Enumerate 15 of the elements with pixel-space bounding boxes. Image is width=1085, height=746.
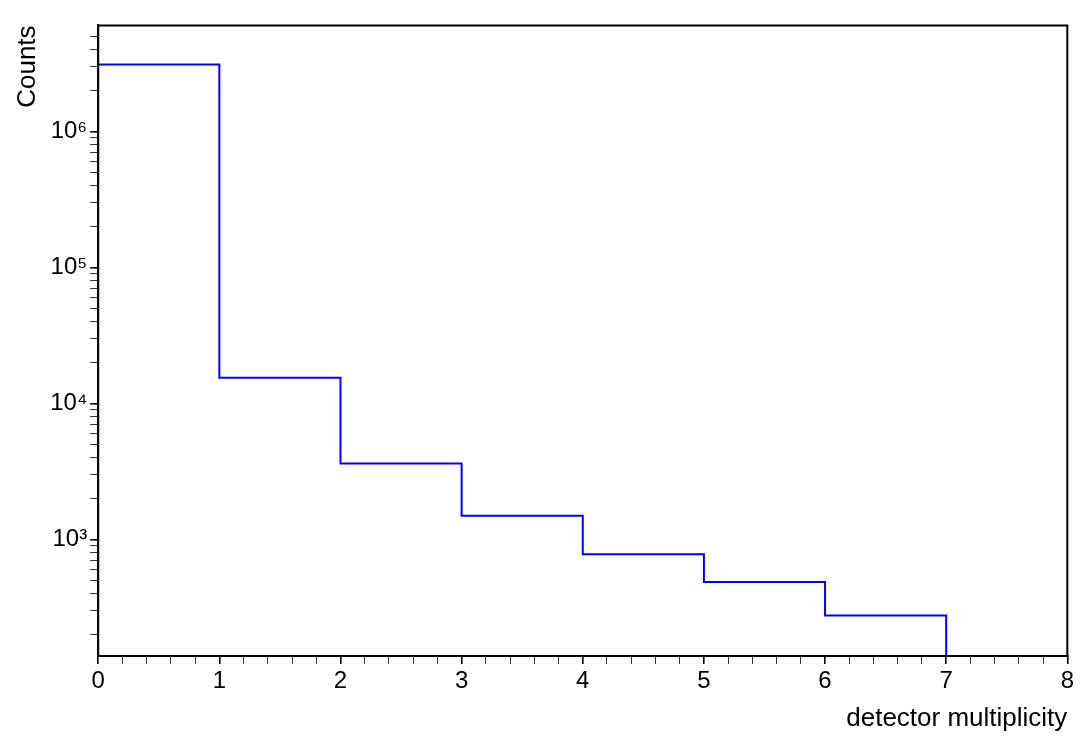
x-tick-label: 7 xyxy=(939,666,953,694)
x-tick-label: 3 xyxy=(454,666,469,694)
y-tick-label: 10⁴ xyxy=(50,388,88,416)
x-tick-label: 2 xyxy=(333,666,348,694)
x-tick-label: 1 xyxy=(212,666,227,694)
x-tick-label: 0 xyxy=(91,666,105,694)
x-tick-label: 6 xyxy=(818,666,832,694)
y-tick-label: 10⁶ xyxy=(50,115,88,143)
y-axis-title: Counts xyxy=(10,25,41,108)
x-tick-label: 8 xyxy=(1060,666,1075,694)
y-tick-label: 10³ xyxy=(52,524,88,552)
x-tick-label: 5 xyxy=(697,666,711,694)
x-axis-title: detector multiplicity xyxy=(846,701,1068,732)
x-tick-label: 4 xyxy=(576,666,590,694)
y-tick-label: 10⁵ xyxy=(50,252,88,280)
